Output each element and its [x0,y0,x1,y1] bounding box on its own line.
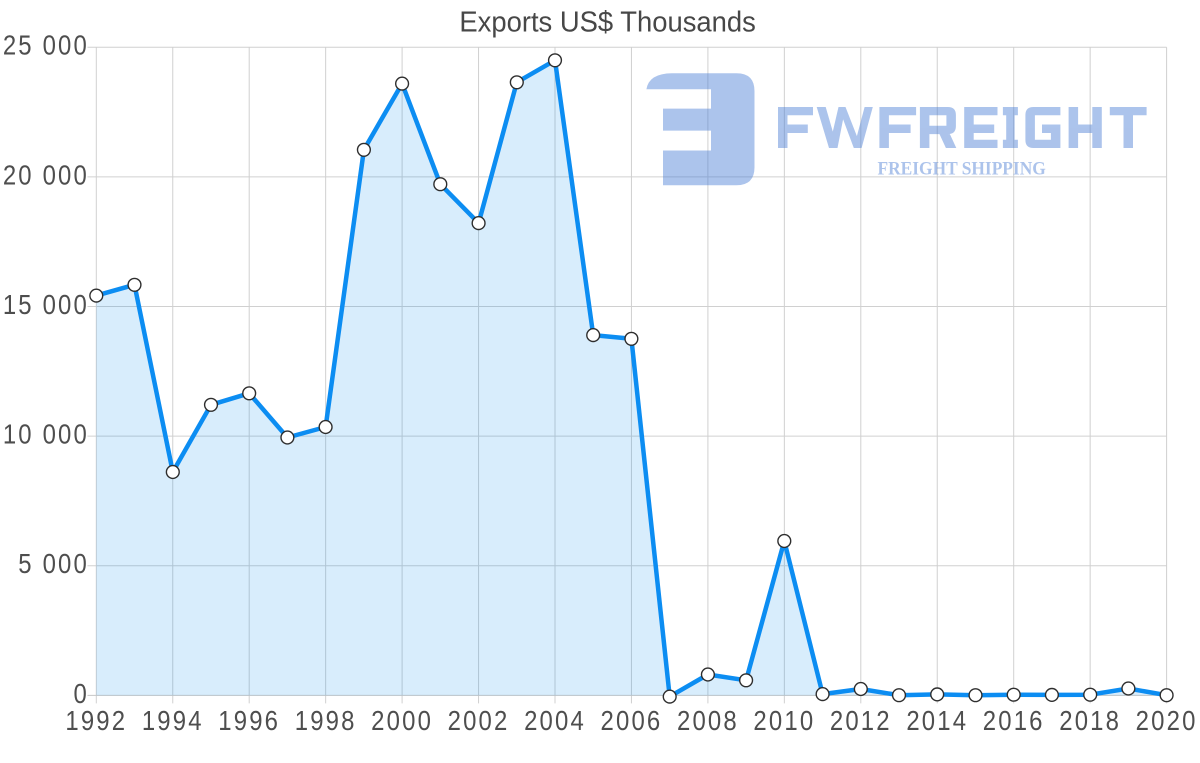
svg-text:2018: 2018 [1059,704,1121,736]
svg-text:1994: 1994 [142,704,204,736]
svg-text:FREIGHT SHIPPING: FREIGHT SHIPPING [878,158,1046,179]
svg-text:2002: 2002 [448,704,510,736]
svg-text:2004: 2004 [524,704,586,736]
svg-text:2000: 2000 [371,704,433,736]
svg-text:5 000: 5 000 [18,547,89,579]
svg-text:2016: 2016 [983,704,1045,736]
svg-text:25 000: 25 000 [3,29,89,61]
svg-text:2010: 2010 [753,704,815,736]
svg-text:2020: 2020 [1136,704,1198,736]
svg-text:2012: 2012 [830,704,892,736]
svg-text:15 000: 15 000 [3,288,89,320]
svg-text:2014: 2014 [906,704,968,736]
svg-text:1996: 1996 [218,704,280,736]
svg-text:20 000: 20 000 [3,159,89,191]
svg-text:2006: 2006 [601,704,663,736]
svg-text:2008: 2008 [677,704,739,736]
svg-text:1992: 1992 [65,704,127,736]
svg-text:0: 0 [74,677,89,709]
svg-text:Exports US$ Thousands: Exports US$ Thousands [459,5,755,38]
svg-text:10 000: 10 000 [3,418,89,450]
svg-text:1998: 1998 [295,704,357,736]
